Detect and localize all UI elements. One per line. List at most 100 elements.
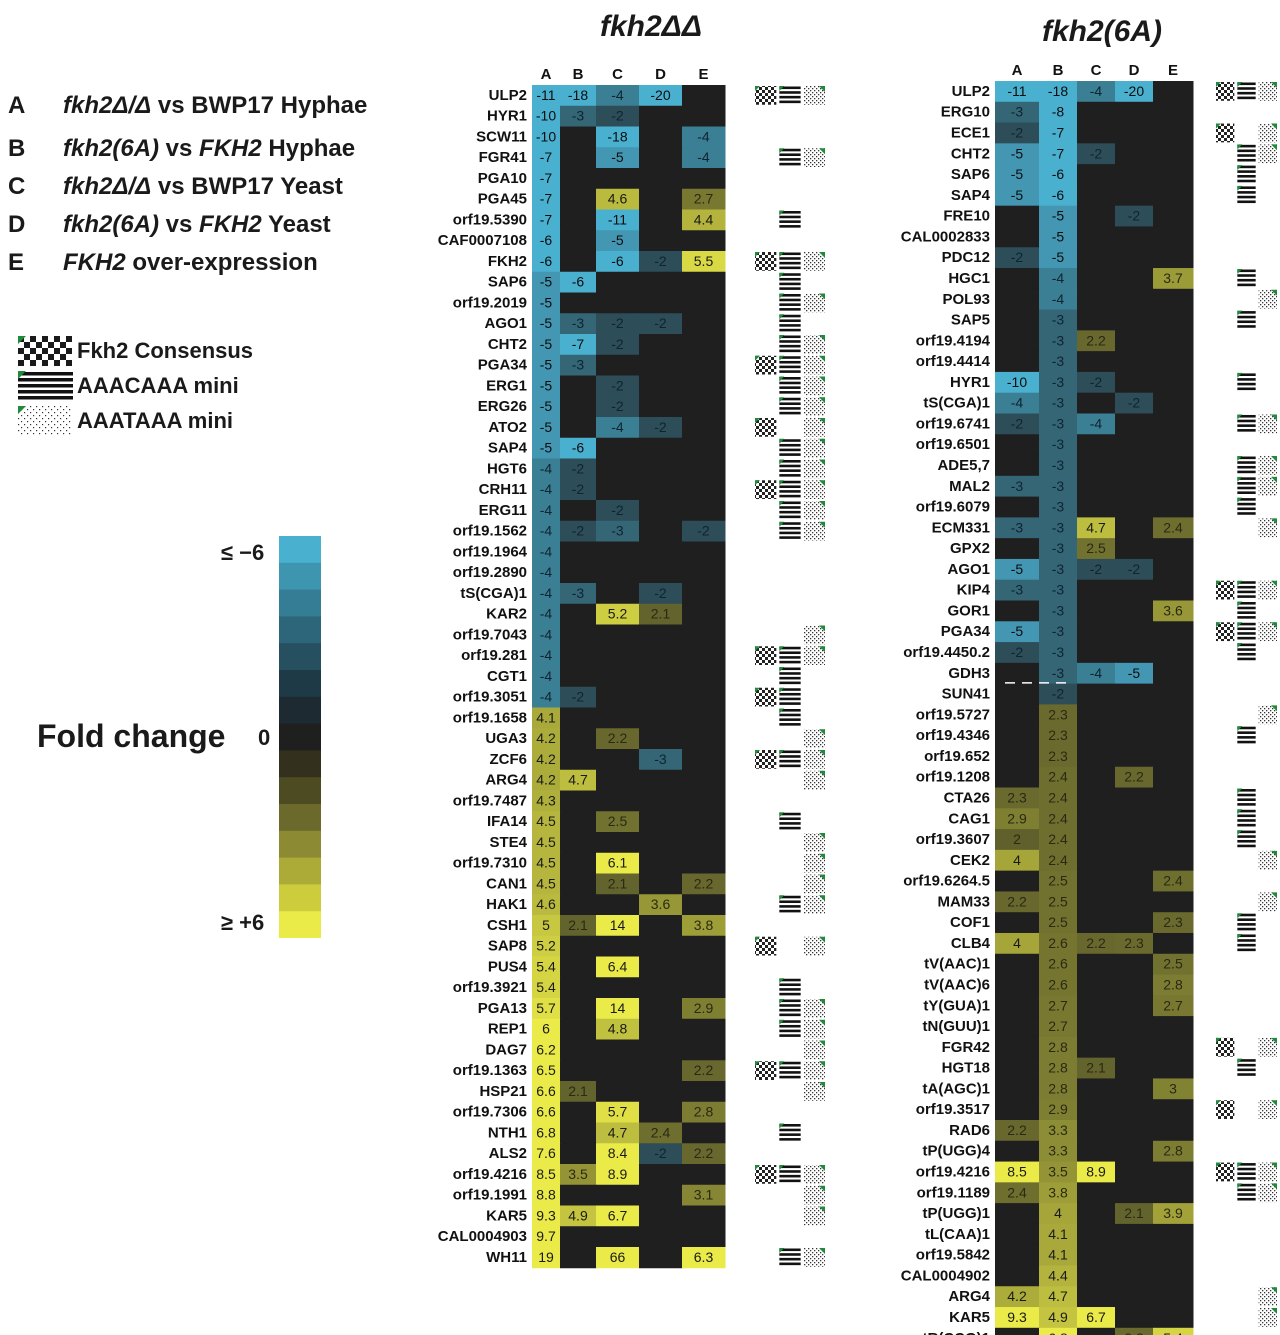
heatmap-cell [1039, 1140, 1078, 1163]
heatmap-cell [560, 458, 597, 480]
cell-value: 2.4 [651, 1124, 671, 1140]
heatmap-cell [1077, 81, 1116, 103]
heatmap-cell [596, 1018, 640, 1040]
cell-value: -4 [1052, 291, 1065, 307]
heatmap-cell [532, 271, 561, 293]
heatmap-cell [639, 479, 683, 501]
gene-label: orf19.4194 [916, 332, 991, 349]
cell-value: 4.2 [1007, 1288, 1027, 1304]
heatmap-cell [1153, 1223, 1194, 1246]
checker-pattern-icon [18, 336, 72, 366]
heatmap-cell [1039, 725, 1078, 747]
cell-value: -5 [540, 294, 553, 310]
cell-value: 8.4 [608, 1145, 628, 1161]
heatmap-cell [560, 811, 597, 833]
gene-label: CAN1 [486, 875, 527, 892]
motif-glyph [779, 895, 825, 914]
heatmap-cell [596, 852, 640, 874]
cell-value: -3 [1052, 602, 1065, 618]
motif-glyph [1237, 269, 1256, 287]
gene-label: orf19.6741 [916, 415, 990, 432]
gene-label: orf19.6501 [916, 436, 990, 453]
cell-value: -3 [1011, 519, 1024, 535]
scale-min-label: ≤ −6 [221, 540, 265, 565]
motif-glyph [1237, 476, 1277, 496]
heatmap-cell [1077, 496, 1116, 518]
cell-value: 3.8 [1048, 1184, 1068, 1200]
scale-step [279, 830, 321, 859]
gene-label: GPX2 [950, 540, 990, 557]
gene-label: orf19.1658 [453, 709, 527, 726]
heatmap-cell [532, 583, 561, 605]
fold-change-label: Fold change [37, 718, 226, 754]
heatmap-cell [995, 1161, 1040, 1183]
heatmap-cell [1153, 912, 1194, 934]
cell-value: 2.3 [1048, 706, 1068, 722]
heatmap-cell [1153, 558, 1194, 581]
gene-label: orf19.2019 [453, 294, 527, 311]
heatmap-cell [1153, 1078, 1194, 1100]
heatmap-cell [682, 935, 726, 957]
gene-label: RAD6 [949, 1122, 990, 1139]
heatmap-cell [1039, 1016, 1078, 1038]
gene-label: tV(AAC)1 [924, 956, 990, 973]
motif-glyph [1216, 1037, 1277, 1057]
heatmap-cell [995, 1182, 1040, 1204]
cell-value: 8.9 [608, 1166, 628, 1182]
heatmap-cell [1077, 1140, 1116, 1163]
gene-label: orf19.281 [461, 647, 527, 664]
heatmap-cell [1115, 101, 1154, 124]
heatmap-cell [1115, 268, 1154, 290]
gene-label: orf19.7310 [453, 855, 527, 872]
heatmap-cell [596, 209, 640, 231]
heatmap-cell [532, 852, 561, 874]
heatmap-cell [995, 1265, 1040, 1287]
gene-label: SAP8 [488, 938, 527, 955]
heatmap-cell [1115, 455, 1154, 477]
heatmap-cell [560, 1039, 597, 1061]
cell-value: 2.8 [1163, 1143, 1183, 1159]
heatmap-cell [1077, 621, 1116, 643]
heatmap-cell [560, 769, 597, 791]
gene-label: CAF0007108 [438, 232, 527, 249]
heatmap-cell [532, 105, 561, 127]
heatmap-cell [1115, 330, 1154, 352]
cell-value: 6.7 [608, 1207, 628, 1223]
heatmap-cell [1115, 288, 1154, 311]
heatmap-cell [596, 998, 640, 1020]
heatmap-cell [1039, 496, 1078, 518]
heatmap-cell [1039, 101, 1078, 124]
heatmap-cell [995, 496, 1040, 518]
cell-value: 2.8 [1163, 977, 1183, 993]
gene-label: FGR42 [942, 1039, 990, 1056]
heatmap-cell [532, 769, 561, 791]
gene-label: ULP2 [952, 83, 990, 100]
scale-step [279, 884, 321, 912]
heatmap-cell [1115, 891, 1154, 913]
heatmap-cell [532, 313, 561, 335]
cell-value: -2 [611, 398, 624, 414]
cell-value: 2.2 [1086, 332, 1106, 348]
cell-value: -8 [1052, 104, 1065, 120]
cell-value: 2.4 [1007, 1184, 1027, 1200]
cell-value: 2.2 [1124, 769, 1144, 785]
scale-step [279, 616, 321, 644]
cell-value: 2.4 [1163, 519, 1183, 535]
heatmap-cell [596, 935, 640, 957]
cell-value: -4 [540, 647, 553, 663]
heatmap-cell [1115, 766, 1154, 789]
gene-label: orf19.652 [924, 748, 990, 765]
cell-value: 6.4 [608, 958, 628, 974]
heatmap-cell [639, 790, 683, 812]
heatmap-cell [1077, 704, 1116, 726]
heatmap-cell [596, 126, 640, 148]
heatmap-cell [1153, 621, 1194, 643]
heatmap-cell [1115, 143, 1154, 165]
heatmap-cell [995, 829, 1040, 851]
gene-label: ADE5,7 [937, 457, 990, 474]
cell-value: -5 [1052, 208, 1065, 224]
heatmap-cell [639, 603, 683, 625]
heatmap-cell [596, 603, 640, 625]
heatmap-cell [1153, 766, 1194, 789]
cell-value: 4.2 [536, 730, 556, 746]
